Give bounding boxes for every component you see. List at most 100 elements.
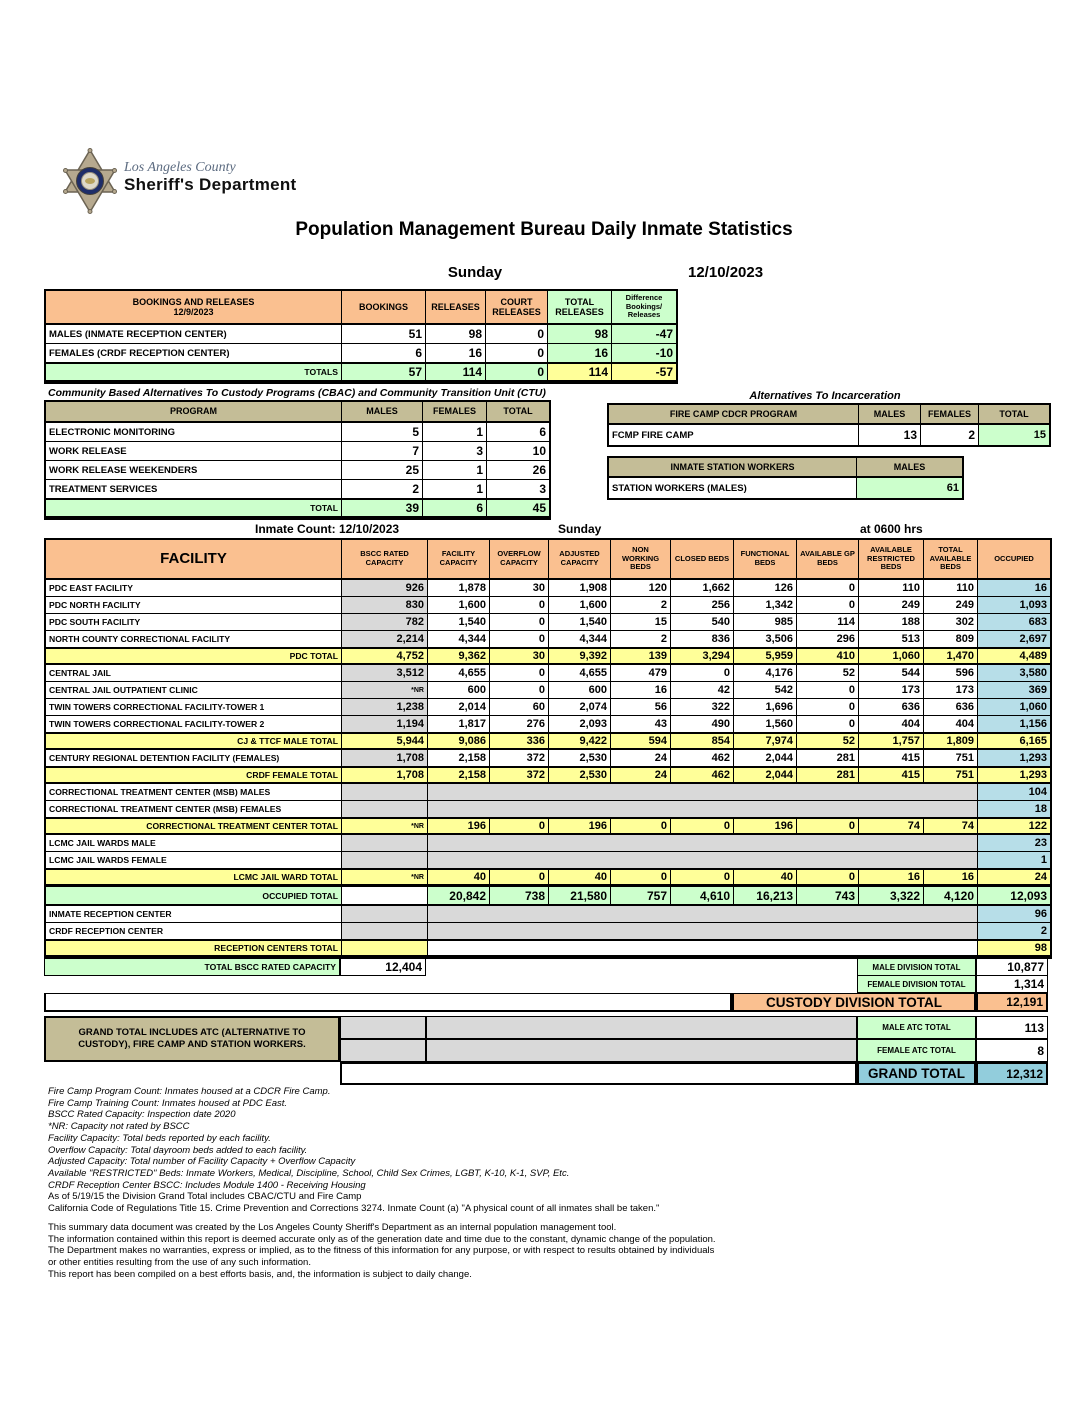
cell: 600: [428, 682, 490, 698]
cell: 1: [423, 461, 487, 479]
cell: RELEASES: [426, 291, 486, 323]
cell: 5,944: [342, 734, 428, 748]
spacer: [340, 1062, 857, 1085]
cell: 24: [611, 750, 671, 766]
table-row: FIRE CAMP CDCR PROGRAM MALES FEMALES TOTAL: [609, 405, 1049, 425]
cell: 0: [671, 665, 734, 681]
cell: 39: [342, 500, 423, 516]
cell: 16: [611, 682, 671, 698]
text-line: *NR: Capacity not rated by BSCC: [48, 1121, 190, 1133]
cell: 4,344: [549, 631, 611, 647]
table-row: CRDF RECEPTION CENTER 2: [46, 923, 1050, 940]
cell: CJ & TTCF MALE TOTAL: [46, 734, 342, 748]
grand-total-value: 12,312: [976, 1062, 1048, 1085]
cell: *NR: [342, 870, 428, 884]
cell: 0: [797, 580, 859, 596]
text-line: The information contained within this re…: [48, 1233, 716, 1245]
table-row: CJ & TTCF MALE TOTAL 5,944 9,086 336 9,422 59…: [46, 733, 1050, 750]
cell: 173: [924, 682, 978, 698]
cell: MALES: [857, 458, 962, 476]
cell: CRDF FEMALE TOTAL: [46, 768, 342, 782]
bookings-header: BOOKINGS AND RELEASES 12/9/2023: [46, 291, 342, 323]
cell: 2,697: [978, 631, 1050, 647]
cell: -10: [612, 344, 676, 362]
col-header-facility: FACILITY: [46, 540, 342, 578]
cell: 2: [611, 597, 671, 613]
cell: 2: [978, 923, 1050, 939]
text-line: Fire Camp Program Count: Inmates housed …: [48, 1086, 331, 1097]
cell: 0: [611, 870, 671, 884]
table-row: CENTRAL JAIL 3,512 4,655 0 4,655 479 0 4,176 52 5…: [46, 665, 1050, 682]
cell: 683: [978, 614, 1050, 630]
gray-cell: [426, 1016, 857, 1039]
cell: 0: [611, 819, 671, 833]
text-line: Available "RESTRICTED" Beds: Inmate Work…: [48, 1167, 570, 1179]
cell: [342, 941, 428, 955]
cell: 542: [734, 682, 797, 698]
cell: 0: [486, 344, 548, 362]
cell: 2,074: [549, 699, 611, 715]
cell: 30: [490, 649, 549, 663]
disclaimer: This summary data document was created b…: [48, 1222, 716, 1281]
cell: 26: [532, 463, 546, 477]
cell: NORTH COUNTY CORRECTIONAL FACILITY: [46, 631, 342, 647]
cell: *NR: [342, 682, 428, 698]
cell: 600: [549, 682, 611, 698]
custody-division-total-row: CUSTODY DIVISION TOTAL 12,191: [44, 993, 1052, 1012]
cell: 7: [342, 442, 423, 460]
cell: [342, 784, 428, 800]
cell: 296: [797, 631, 859, 647]
cell: 0: [490, 631, 549, 647]
cell: 122: [978, 819, 1050, 833]
cell: [342, 887, 428, 904]
cell: 479: [611, 665, 671, 681]
cell: 61: [857, 478, 962, 498]
cell: PDC NORTH FACILITY: [46, 597, 342, 613]
agency-county: Los Angeles County: [124, 160, 236, 175]
cell: 15: [611, 614, 671, 630]
table-row: LCMC JAIL WARDS MALE 23: [46, 835, 1050, 852]
cell: -57: [612, 364, 676, 380]
table-row: MALES (INMATE RECEPTION CENTER) 51 98 0 98 -4…: [46, 325, 676, 344]
cell: 757: [611, 887, 671, 904]
cell: 20,842: [428, 887, 490, 904]
cell: PDC TOTAL: [46, 649, 342, 663]
cell: 249: [859, 597, 924, 613]
cell: 1,708: [342, 750, 428, 766]
table-row: PDC TOTAL 4,752 9,362 30 9,392 139 3,294 5,959 4…: [46, 648, 1050, 665]
cell: [342, 852, 428, 868]
cell: 1,757: [859, 734, 924, 748]
cell: LCMC JAIL WARD TOTAL: [46, 870, 342, 884]
cell: 594: [611, 734, 671, 748]
table-row: WORK RELEASE 7 3 10: [46, 442, 549, 461]
cell: MALES: [342, 402, 423, 421]
sheriff-star-icon: [63, 148, 117, 214]
cell: 410: [797, 649, 859, 663]
cell: 2,044: [734, 750, 797, 766]
cell: TOTAL RELEASES: [548, 291, 612, 323]
cell: 415: [859, 768, 924, 782]
cell: MALES (INMATE RECEPTION CENTER): [46, 325, 342, 343]
cell: 415: [859, 750, 924, 766]
cell: 1,560: [734, 716, 797, 732]
cell: 0: [797, 716, 859, 732]
cell: TOTAL: [46, 500, 342, 516]
gray-cell: [426, 1039, 857, 1062]
cell: 16: [426, 344, 486, 362]
cell: 45: [487, 500, 549, 516]
cell: 196: [428, 819, 490, 833]
cell: 1,060: [978, 699, 1050, 715]
cell: NON WORKING BEDS: [611, 540, 671, 578]
inmate-count-day: Sunday: [558, 522, 602, 536]
text-line: California Code of Regulations Title 15.…: [48, 1203, 660, 1215]
cell: 2,044: [734, 768, 797, 782]
cell: 6,165: [978, 734, 1050, 748]
cell: AVAILABLE GP BEDS: [797, 540, 859, 578]
cell: TWIN TOWERS CORRECTIONAL FACILITY-TOWER …: [46, 699, 342, 715]
cell: CORRECTIONAL TREATMENT CENTER (MSB) FEMA…: [46, 801, 342, 817]
table-row: WORK RELEASE WEEKENDERS 25 1 26: [46, 461, 549, 480]
text-line: The Department makes no warranties, expr…: [48, 1245, 715, 1257]
table-row: CORRECTIONAL TREATMENT CENTER (MSB) MALE…: [46, 784, 1050, 801]
cell: 43: [611, 716, 671, 732]
